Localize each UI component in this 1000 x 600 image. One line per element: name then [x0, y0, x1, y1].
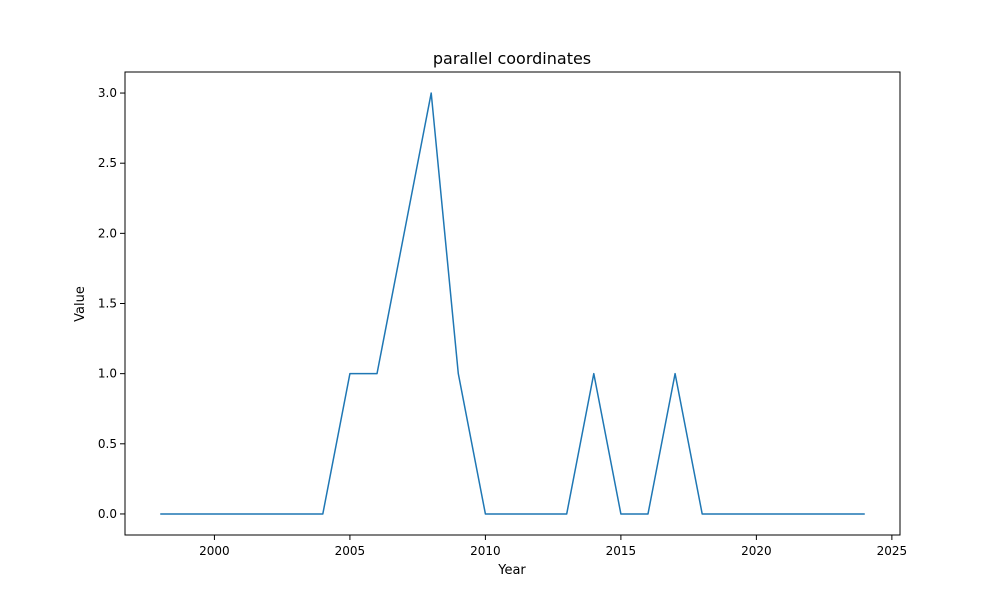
y-tick-label-2: 1.0	[98, 367, 117, 381]
x-axis-label: Year	[497, 563, 526, 578]
y-tick-label-6: 3.0	[98, 86, 117, 100]
x-tick-label-0: 2000	[199, 544, 230, 558]
x-tick-label-5: 2025	[877, 544, 908, 558]
series-line-0	[160, 92, 865, 515]
y-axis-label: Value	[73, 286, 88, 322]
x-tick-label-3: 2015	[606, 544, 637, 558]
y-tick-label-0: 0.0	[98, 507, 117, 521]
chart-title: parallel coordinates	[433, 49, 591, 68]
y-tick-label-3: 1.5	[98, 297, 117, 311]
y-tick-label-5: 2.5	[98, 156, 117, 170]
y-tick-label-1: 0.5	[98, 437, 117, 451]
axes-frame	[124, 71, 901, 536]
x-tick-label-2: 2010	[470, 544, 501, 558]
x-tick-label-4: 2020	[741, 544, 772, 558]
x-tick-label-1: 2005	[335, 544, 366, 558]
plot-area: 2000 2005 2010 2015 2020 2025 0.0 0.5 1.0 1.5 2.0 2…	[98, 71, 908, 558]
y-tick-label-4: 2.0	[98, 226, 117, 240]
